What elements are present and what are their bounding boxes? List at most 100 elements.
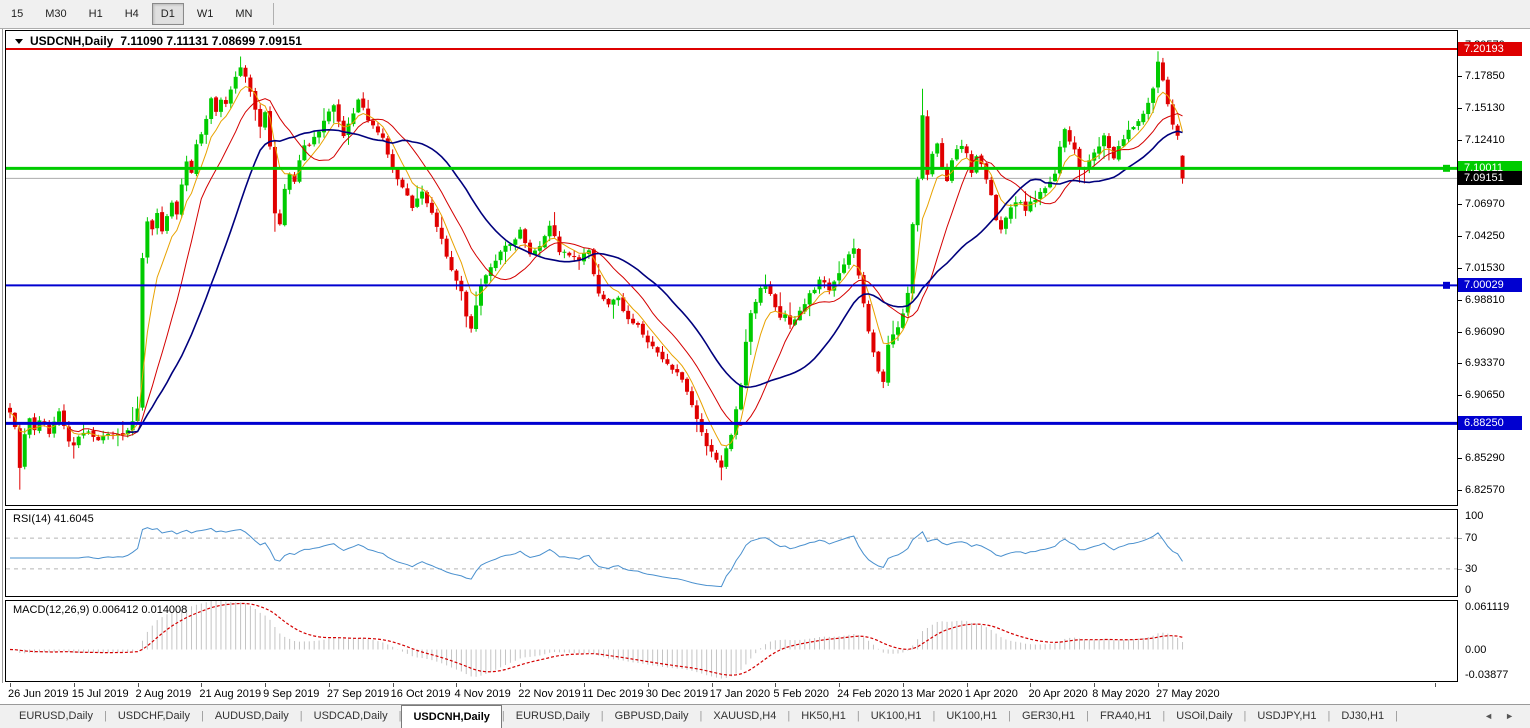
macd-panel[interactable]: MACD(12,26,9) 0.006412 0.014008 — [5, 600, 1458, 682]
tab-scroll-arrows: ◄ ► — [1484, 705, 1530, 728]
date-tick-mark — [1030, 683, 1032, 687]
rsi-panel[interactable]: RSI(14) 41.6045 — [5, 509, 1458, 597]
date-tick-mark — [711, 683, 713, 687]
date-tick-label: 13 Mar 2020 — [900, 688, 963, 700]
rsi-tick-label: 100 — [1465, 510, 1484, 522]
timeframe-15[interactable]: 15 — [11, 8, 24, 20]
tab-HK50-H1[interactable]: HK50,H1 — [801, 710, 846, 722]
tab-USDCHF-Daily[interactable]: USDCHF,Daily — [117, 710, 190, 722]
price-tick-label: 7.01530 — [1465, 261, 1505, 274]
timeframe-H4[interactable]: H4 — [124, 8, 139, 20]
tab-USDJPY-H1[interactable]: USDJPY,H1 — [1257, 710, 1317, 722]
date-tick-label: 27 Sep 2019 — [326, 688, 390, 700]
price-tick-mark — [1458, 299, 1462, 301]
date-tick-mark — [520, 683, 522, 687]
rsi-chart — [6, 527, 1457, 588]
tab-UK100-H1[interactable]: UK100,H1 — [946, 710, 998, 722]
price-tick-label: 6.82570 — [1465, 483, 1505, 496]
date-tick-mark — [201, 683, 203, 687]
timeframe-D1[interactable]: D1 — [151, 3, 184, 25]
tab-separator: | — [299, 710, 303, 722]
date-tick-label: 17 Jan 2020 — [709, 688, 771, 700]
price-tick-mark — [1458, 363, 1462, 365]
date-tick-label: 20 Apr 2020 — [1028, 688, 1088, 700]
tab-separator: | — [932, 710, 936, 722]
tab-FRA40-H1[interactable]: FRA40,H1 — [1100, 710, 1152, 722]
date-axis: 26 Jun 2019 15 Jul 2019 2 Aug 2019 21 Aug 2… — [0, 683, 1530, 704]
horizontal-level-lines[interactable] — [6, 47, 1457, 425]
price-tick-mark — [1458, 489, 1462, 491]
date-tick-mark — [10, 683, 11, 687]
date-tick-label: 9 Sep 2019 — [263, 688, 320, 700]
date-tick-mark — [1094, 683, 1096, 687]
date-tick-mark — [775, 683, 777, 687]
timeframe-MN[interactable]: MN — [235, 8, 253, 20]
tab-USOil-Daily[interactable]: USOil,Daily — [1176, 710, 1233, 722]
price-tick-label: 6.96090 — [1465, 325, 1505, 338]
price-tick-mark — [1458, 203, 1462, 205]
price-tick-label: 6.93370 — [1465, 357, 1505, 370]
date-tick-label: 24 Feb 2020 — [837, 688, 899, 700]
rsi-tick-label: 0 — [1465, 584, 1472, 596]
candlestick-chart[interactable] — [6, 31, 1457, 505]
date-tick-label: 11 Dec 2019 — [582, 688, 644, 700]
tab-separator: | — [1243, 710, 1247, 722]
tab-separator: | — [1008, 710, 1011, 722]
macd-tick-label: -0.03877 — [1465, 669, 1509, 681]
tab-DJ30-H1[interactable]: DJ30,H1 — [1341, 710, 1385, 722]
date-tick-mark — [137, 683, 139, 687]
timeframe-W1[interactable]: W1 — [196, 8, 214, 20]
tab-USDCNH-Daily[interactable]: USDCNH,Daily — [401, 705, 502, 728]
date-tick-mark — [839, 683, 841, 687]
tab-EURUSD-Daily[interactable]: EURUSD,Daily — [19, 710, 93, 722]
rsi-label: RSI(14) 41.6045 — [13, 513, 94, 525]
date-tick-label: 2 Aug 2019 — [135, 688, 192, 700]
timeframe-M30[interactable]: M30 — [45, 8, 67, 20]
price-tick-mark — [1458, 76, 1462, 78]
date-tick-mark — [966, 683, 968, 687]
tab-GBPUSD-Daily[interactable]: GBPUSD,Daily — [614, 710, 689, 722]
tab-separator: | — [1395, 710, 1398, 722]
tab-separator: | — [856, 710, 860, 722]
price-tick-mark — [1458, 331, 1462, 333]
price-tick-label: 6.85290 — [1465, 452, 1505, 465]
date-tick-label: 8 May 2020 — [1092, 688, 1150, 700]
macd-tick-label: 0.061119 — [1465, 601, 1510, 613]
tab-USDCAD-Daily[interactable]: USDCAD,Daily — [313, 710, 388, 722]
tab-AUDUSD-Daily[interactable]: AUDUSD,Daily — [214, 710, 289, 722]
price-axis: 7.205707.178507.151307.124107.096907.069… — [1458, 30, 1530, 682]
window-left-edge — [2, 29, 3, 704]
date-tick-mark — [902, 683, 904, 687]
price-tick-label: 7.17850 — [1465, 70, 1505, 83]
date-tick-mark — [584, 683, 586, 687]
date-tick-mark — [73, 683, 75, 687]
macd-chart — [9, 601, 1184, 679]
candles-layer — [8, 51, 1185, 490]
date-tick-label: 30 Dec 2019 — [645, 688, 709, 700]
tab-XAUUSD-H4[interactable]: XAUUSD,H4 — [713, 710, 777, 722]
macd-tick-label: 0.00 — [1465, 643, 1487, 656]
timeframe-H1[interactable]: H1 — [88, 8, 103, 20]
date-tick-label: 1 Apr 2020 — [964, 688, 1018, 700]
tab-separator: | — [103, 710, 107, 722]
date-tick-label: 21 Aug 2019 — [199, 688, 262, 700]
price-tag: 7.09151 — [1458, 171, 1522, 186]
price-tick-label: 6.90650 — [1465, 389, 1505, 402]
macd-signal-line — [9, 602, 1183, 676]
scroll-right-icon[interactable]: ► — [1505, 711, 1514, 721]
tab-GER30-H1[interactable]: GER30,H1 — [1021, 710, 1076, 722]
date-tick-mark — [265, 683, 267, 687]
price-tick-mark — [1458, 140, 1462, 142]
tab-separator: | — [1327, 710, 1331, 722]
price-tick-label: 7.15130 — [1465, 102, 1505, 115]
date-tick-label: 22 Nov 2019 — [518, 688, 581, 700]
main-chart-panel[interactable]: USDCNH,Daily 7.11090 7.11131 7.08699 7.0… — [5, 30, 1458, 506]
tab-UK100-H1[interactable]: UK100,H1 — [870, 710, 922, 722]
price-tick-mark — [1458, 267, 1462, 269]
date-tick-mark — [456, 683, 458, 687]
tab-EURUSD-Daily[interactable]: EURUSD,Daily — [515, 710, 590, 722]
rsi-line — [10, 527, 1183, 588]
price-tag: 7.20193 — [1458, 41, 1522, 56]
chart-dropdown-icon[interactable] — [15, 38, 23, 44]
scroll-left-icon[interactable]: ◄ — [1484, 711, 1494, 721]
